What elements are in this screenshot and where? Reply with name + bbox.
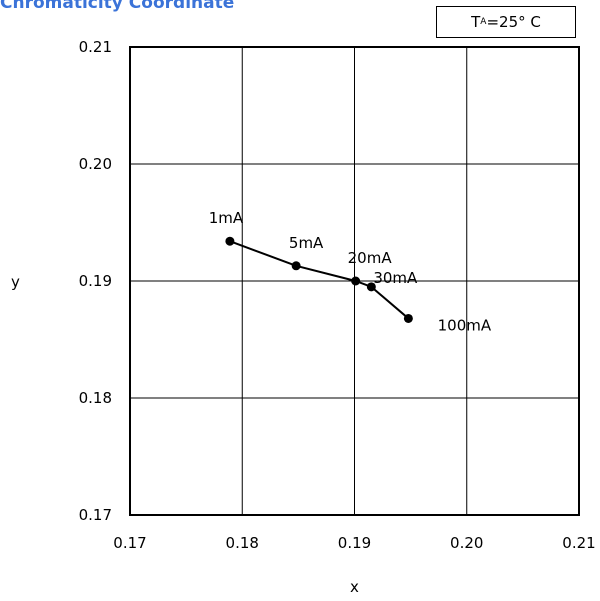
data-point (403, 313, 413, 323)
x-tick-label: 0.21 (562, 534, 595, 552)
x-tick-label: 0.19 (338, 534, 371, 552)
x-tick-label: 0.18 (226, 534, 259, 552)
chart-title: Chromaticity Coordinate (0, 0, 235, 13)
point-label: 20mA (348, 249, 393, 267)
x-axis-title: x (350, 578, 359, 596)
data-point (225, 236, 235, 246)
point-label: 100mA (438, 316, 492, 334)
point-label: 30mA (373, 269, 418, 287)
series-layer: 1mA 5mA 20mA 30mA 100mA (209, 209, 492, 334)
grid-lines (130, 47, 579, 515)
point-label: 1mA (209, 209, 244, 227)
y-axis-title: y (11, 273, 20, 291)
y-tick-label: 0.19 (79, 272, 112, 290)
x-tick-label: 0.17 (113, 534, 146, 552)
x-tick-label: 0.20 (450, 534, 483, 552)
data-point (291, 261, 301, 271)
y-tick-label: 0.18 (79, 389, 112, 407)
plot-frame (129, 46, 580, 516)
y-tick-label: 0.20 (79, 155, 112, 173)
tick-labels: 0.17 0.18 0.19 0.20 0.21 0.17 0.18 0.19 0.20 0.21 (79, 38, 596, 552)
condition-symbol: T (471, 13, 481, 31)
data-point (351, 276, 361, 286)
condition-box: T A =25° C (436, 6, 576, 38)
condition-value: =25° C (486, 13, 541, 31)
data-point (366, 282, 376, 292)
point-label: 5mA (289, 234, 324, 252)
y-tick-label: 0.21 (79, 38, 112, 56)
y-tick-label: 0.17 (79, 506, 112, 524)
condition-subscript: A (480, 17, 487, 27)
